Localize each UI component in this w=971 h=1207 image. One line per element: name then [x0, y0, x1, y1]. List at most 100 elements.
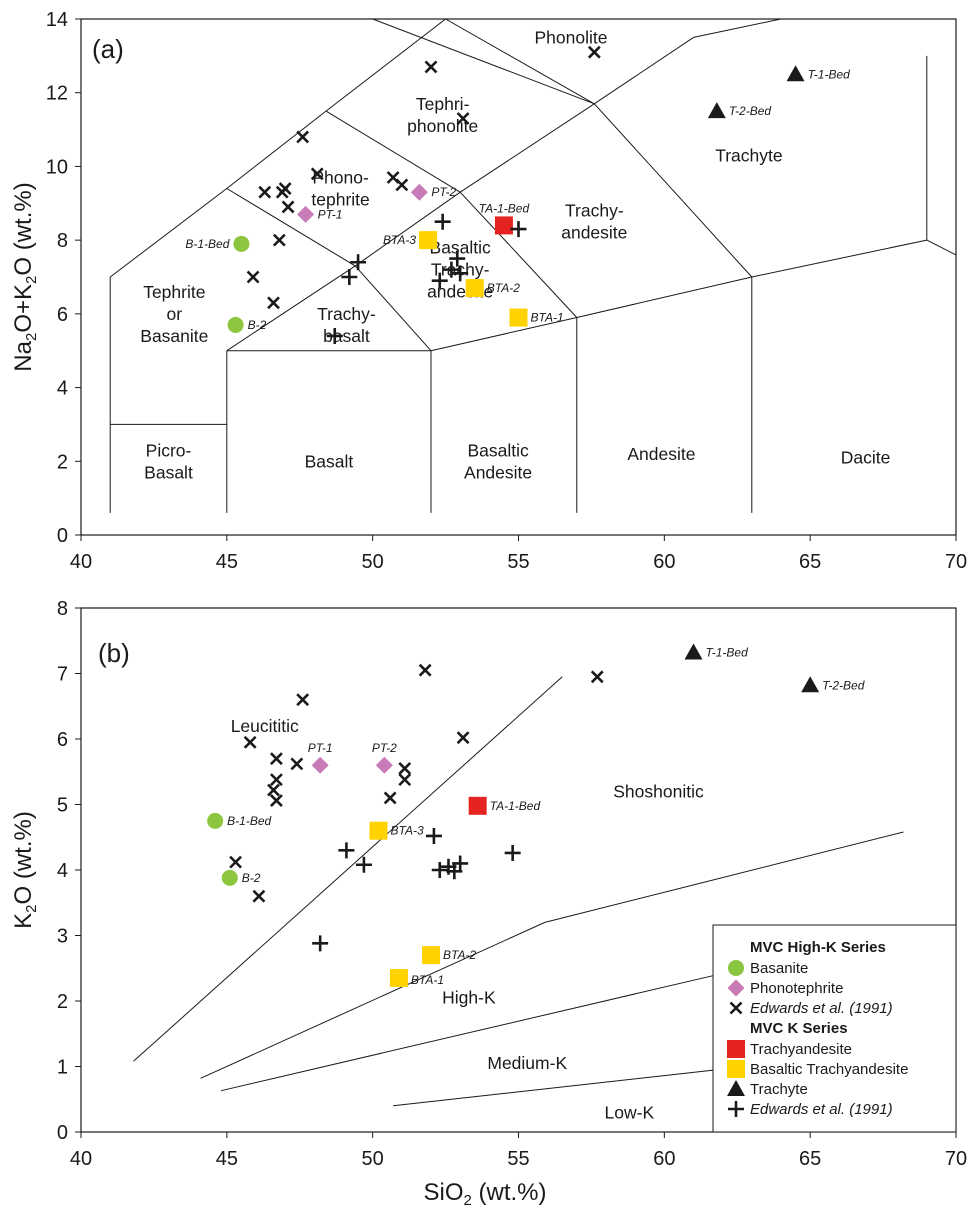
- data-point: [510, 221, 527, 238]
- point-label: BTA-3: [383, 233, 416, 247]
- y-tick-label: 3: [57, 926, 68, 948]
- boundary-line: [354, 265, 432, 352]
- series-basanite: B-1-Bed B-2: [185, 235, 267, 333]
- panel-label: (b): [98, 638, 130, 668]
- series-edwards-et-al-1991: [246, 45, 601, 310]
- data-point: [418, 663, 432, 677]
- data-point: [258, 185, 272, 199]
- point-label: T-1-Bed: [706, 646, 749, 660]
- y-tick-label: 6: [57, 729, 68, 751]
- legend-item-label: Edwards et al. (1991): [750, 1000, 893, 1017]
- series-trachyandesite: TA-1-Bed: [468, 796, 541, 815]
- classification-boundaries: [109, 18, 957, 513]
- series-edwards-et-al-1991: [229, 663, 604, 903]
- field-label: Phonolite: [535, 27, 608, 47]
- boundary-line: [226, 36, 694, 352]
- y-tick-label: 12: [46, 83, 68, 105]
- data-point: [281, 200, 295, 214]
- data-point: [269, 794, 283, 807]
- point-label: BTA-2: [487, 281, 520, 295]
- y-tick-label: 1: [57, 1057, 68, 1079]
- boundary-line: [372, 18, 595, 105]
- data-point: [275, 185, 289, 199]
- data-point: [452, 265, 469, 282]
- data-point: [296, 693, 310, 707]
- x-tick-label: 60: [653, 551, 675, 573]
- data-point: [383, 791, 397, 805]
- data-point: [398, 773, 412, 787]
- data-point: [801, 676, 820, 693]
- y-tick-label: 8: [57, 230, 68, 252]
- boundary-line: [220, 974, 717, 1092]
- legend-marker: [727, 1080, 745, 1096]
- data-point: [431, 862, 448, 878]
- x-tick-label: 65: [799, 551, 821, 573]
- field-label: Phono-tephrite: [311, 168, 369, 210]
- data-point: [431, 272, 448, 289]
- series-basanite: B-1-Bed B-2: [207, 812, 272, 886]
- point-label: TA-1-Bed: [490, 799, 541, 813]
- data-point: [310, 167, 324, 181]
- x-tick-label: 45: [216, 1148, 238, 1170]
- field-label: Basaltic Andesite: [464, 440, 532, 482]
- point-label: BTA-3: [391, 824, 424, 838]
- panel-label: (a): [92, 34, 124, 64]
- data-point: [290, 757, 304, 771]
- y-tick-label: 2: [57, 991, 68, 1013]
- legend-item-label: Basaltic Trachyandesite: [750, 1061, 908, 1078]
- point-label: PT-2: [431, 185, 456, 199]
- data-point: [587, 45, 601, 59]
- data-point: [786, 65, 805, 82]
- data-point: [355, 856, 372, 873]
- legend-header: MVC K Series: [750, 1020, 848, 1037]
- data-point: [272, 233, 286, 247]
- data-point: [267, 783, 280, 797]
- x-tick-label: 40: [70, 551, 92, 573]
- boundary-line: [693, 18, 782, 38]
- series-edwards-et-al-1991: [326, 213, 527, 344]
- point-label: B-1-Bed: [185, 237, 229, 251]
- y-tick-label: 7: [57, 664, 68, 686]
- data-point: [221, 869, 238, 886]
- data-point: [446, 863, 463, 880]
- legend-item-label: Trachyte: [750, 1081, 808, 1098]
- field-label: Medium-K: [487, 1053, 567, 1073]
- y-tick-label: 4: [57, 860, 68, 882]
- field-label: Andesite: [627, 444, 695, 464]
- data-point: [296, 130, 310, 144]
- data-point: [398, 762, 412, 775]
- legend-marker: [727, 1060, 745, 1078]
- data-point: [369, 821, 388, 840]
- data-point: [389, 969, 408, 988]
- x-tick-label: 60: [653, 1148, 675, 1170]
- point-label: B-1-Bed: [227, 814, 271, 828]
- point-label: PT-1: [318, 207, 343, 221]
- data-point: [326, 327, 343, 344]
- field-label: Trachy-basalt: [317, 304, 376, 346]
- legend-item-label: Basanite: [750, 960, 808, 977]
- data-point: [419, 231, 438, 250]
- x-tick-label: 55: [507, 1148, 529, 1170]
- data-point: [468, 796, 487, 815]
- series-phonotephrite: PT-1 PT-2: [297, 183, 457, 223]
- legend-marker: [728, 1101, 744, 1117]
- x-tick-label: 70: [945, 1148, 967, 1170]
- x-axis-label: SiO2 (wt.%): [423, 1179, 546, 1207]
- legend-box: [712, 924, 957, 1133]
- x-tick-label: 50: [362, 551, 384, 573]
- data-point: [227, 316, 244, 333]
- boundary-line: [325, 110, 461, 193]
- data-point: [434, 213, 451, 230]
- legend-marker: [729, 1001, 743, 1015]
- y-axis-label: Na2O+K2O (wt.%): [10, 182, 40, 371]
- data-point: [494, 216, 513, 235]
- data-points: B-1-BedB-2PT-1PT-2TA-1-BedBTA-3BTA-2BTA-…: [185, 45, 850, 344]
- y-tick-label: 14: [46, 9, 68, 31]
- tas-panel: 40 45 50 55 60 65 70 0 2 4 6 8 10 12 14 Picro-Basalt Ba…: [10, 9, 967, 573]
- data-point: [229, 855, 243, 869]
- x-tick-label: 40: [70, 1148, 92, 1170]
